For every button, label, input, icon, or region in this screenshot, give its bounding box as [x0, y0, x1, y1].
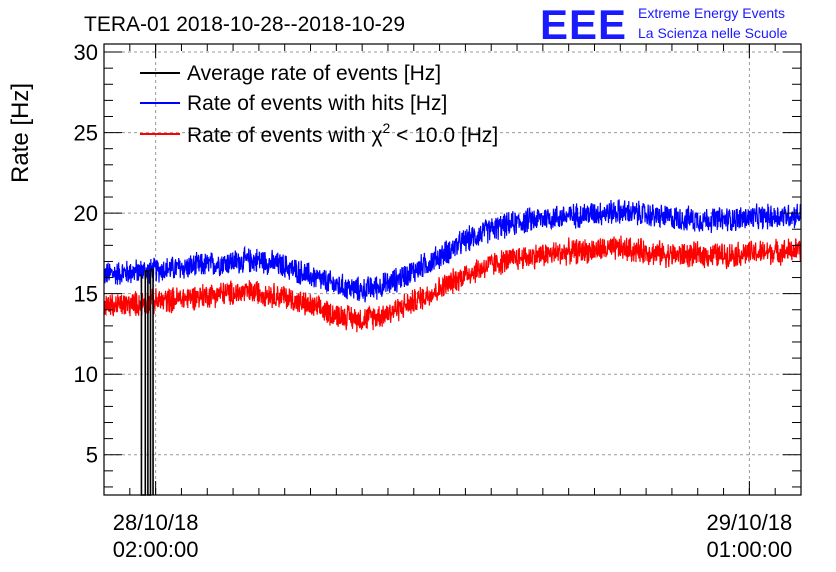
- logo-line-2: La Scienza nelle Scuole: [638, 25, 788, 41]
- chart-title: TERA-01 2018-10-28--2018-10-29: [84, 13, 405, 36]
- series-line-2: [103, 235, 802, 333]
- legend-label-chi2: Rate of events with χ2 < 10.0 [Hz]: [187, 120, 498, 147]
- legend: Average rate of events [Hz] Rate of even…: [140, 62, 498, 147]
- y-tick-label-30: 30: [74, 40, 98, 65]
- legend-entry-average: Average rate of events [Hz]: [140, 62, 441, 85]
- plot-frame: [103, 43, 802, 496]
- logo-line-1: Extreme Energy Events: [638, 5, 785, 21]
- axis-ticks: [103, 44, 802, 495]
- logo-letters: EEE: [540, 1, 627, 48]
- y-tick-label-20: 20: [74, 201, 98, 226]
- x-tick-time-0: 02:00:00: [113, 537, 199, 562]
- series-line-1: [103, 199, 802, 303]
- y-tick-label-15: 15: [74, 282, 98, 307]
- x-tick-date-0: 28/10/18: [113, 510, 199, 535]
- legend-entry-hits: Rate of events with hits [Hz]: [140, 92, 447, 115]
- legend-entry-chi2: Rate of events with χ2 < 10.0 [Hz]: [140, 120, 498, 147]
- y-axis-label: Rate [Hz]: [7, 83, 34, 183]
- eee-logo: EEE Extreme Energy Events La Scienza nel…: [540, 1, 788, 48]
- legend-label-hits: Rate of events with hits [Hz]: [187, 92, 447, 115]
- y-tick-label-5: 5: [86, 443, 98, 468]
- y-tick-label-25: 25: [74, 121, 98, 146]
- x-tick-date-1: 29/10/18: [707, 510, 793, 535]
- legend-label-average: Average rate of events [Hz]: [187, 62, 441, 85]
- data-series: [103, 199, 802, 496]
- y-tick-label-10: 10: [74, 362, 98, 387]
- x-tick-time-1: 01:00:00: [707, 537, 793, 562]
